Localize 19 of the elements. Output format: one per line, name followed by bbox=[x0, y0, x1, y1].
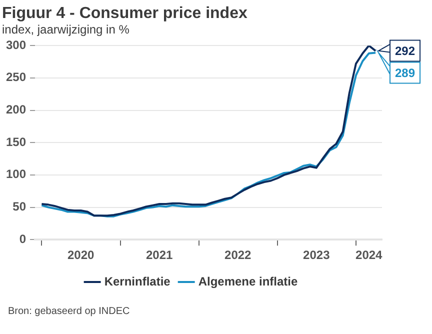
annotation: 289 bbox=[394, 66, 416, 80]
y-tick-label: 0 bbox=[19, 232, 26, 246]
y-tick-label: 200 bbox=[6, 102, 26, 117]
text: Bron: gebaseerd op INDEC bbox=[8, 306, 130, 317]
x-tick-label: 2024 bbox=[356, 248, 383, 262]
chart-subtitle: index, jaarwijziging in % bbox=[2, 22, 130, 37]
x-tick-label: 2023 bbox=[303, 248, 330, 262]
x-tick-label: 2020 bbox=[67, 248, 95, 262]
y-tick-label: 300 bbox=[6, 38, 26, 52]
y-tick-label: 50 bbox=[12, 200, 26, 214]
chart-title: Figuur 4 - Consumer price index bbox=[2, 5, 248, 22]
x-tick-label: 2021 bbox=[146, 248, 174, 262]
y-tick-label: 150 bbox=[6, 134, 26, 149]
legend-label: Algemene inflatie bbox=[198, 274, 298, 288]
annotation: 292 bbox=[394, 44, 416, 58]
legend-label: Kerninflatie bbox=[104, 274, 171, 288]
x-tick-label: 2022 bbox=[224, 248, 252, 262]
y-tick-label: 100 bbox=[6, 167, 26, 182]
y-tick-label: 250 bbox=[6, 70, 26, 84]
